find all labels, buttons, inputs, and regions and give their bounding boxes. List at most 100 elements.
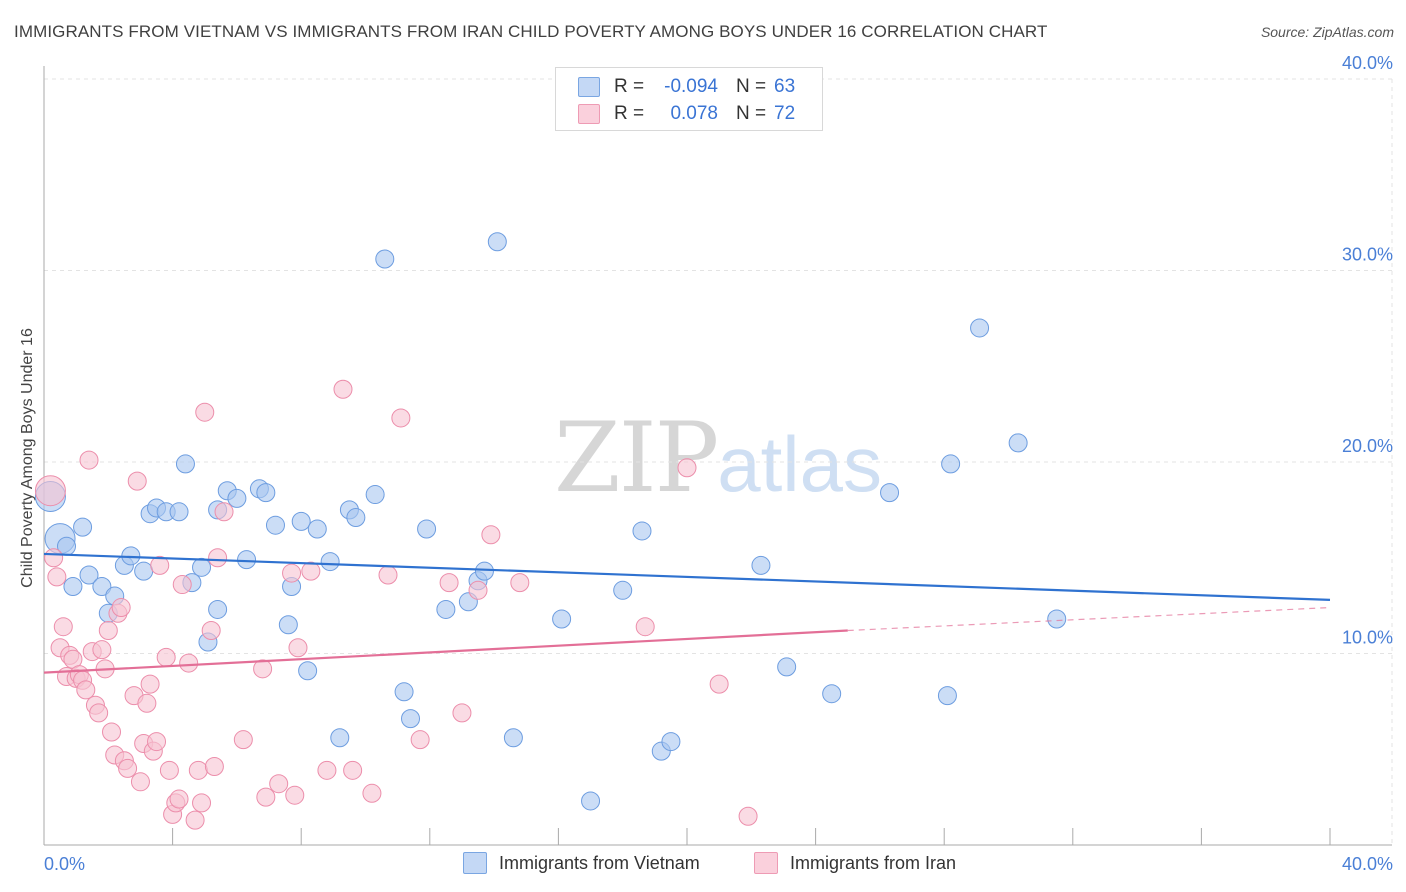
point-vietnam [192, 557, 212, 577]
point-iran [169, 789, 189, 809]
point-vietnam [487, 232, 507, 252]
point-vietnam [970, 318, 990, 338]
point-iran [89, 703, 109, 723]
point-iran [179, 653, 199, 673]
point-iran [130, 772, 150, 792]
point-iran [468, 580, 488, 600]
point-vietnam [298, 661, 318, 681]
point-vietnam [401, 709, 421, 729]
point-vietnam [417, 519, 437, 539]
point-iran [159, 760, 179, 780]
bottom-legend-label-vietnam: Immigrants from Vietnam [499, 852, 700, 873]
point-iran [269, 774, 289, 794]
point-iran [333, 379, 353, 399]
point-iran [111, 598, 131, 618]
trend-line-iran-extrapolated [847, 606, 1331, 632]
point-iran [282, 563, 302, 583]
point-vietnam [937, 686, 957, 706]
bottom-legend-swatch-iran [754, 852, 778, 874]
point-vietnam [79, 565, 99, 585]
y-tick-label: 10.0% [1342, 628, 1393, 648]
legend-r-label: R = [614, 103, 645, 124]
point-iran [208, 548, 228, 568]
point-iran [185, 810, 205, 830]
point-vietnam [237, 550, 257, 570]
point-iran [192, 793, 212, 813]
point-iran [53, 617, 73, 637]
point-iran [256, 787, 276, 807]
point-iran [439, 573, 459, 593]
x-tick-label: 0.0% [44, 854, 85, 874]
y-tick-label: 40.0% [1342, 53, 1393, 73]
point-iran [147, 732, 167, 752]
point-vietnam [751, 555, 771, 575]
watermark-atlas: atlas [717, 420, 882, 508]
watermark-zip: ZIP [554, 402, 719, 514]
point-iran [172, 575, 192, 595]
point-vietnam [474, 561, 494, 581]
legend-n-value: 63 [774, 76, 796, 97]
point-iran [195, 402, 215, 422]
point-iran [362, 783, 382, 803]
point-iran [635, 617, 655, 637]
point-vietnam [73, 517, 93, 537]
point-vietnam [227, 488, 247, 508]
point-iran [92, 640, 112, 660]
point-iran [410, 730, 430, 750]
legend-r-value: 0.078 [670, 103, 718, 124]
point-iran [188, 760, 208, 780]
point-iran [102, 722, 122, 742]
point-vietnam [169, 502, 189, 522]
point-vietnam [1047, 609, 1067, 629]
point-iran [253, 659, 273, 679]
point-iran [150, 555, 170, 575]
point-vietnam [307, 519, 327, 539]
point-iran [452, 703, 472, 723]
y-tick-label: 20.0% [1342, 436, 1393, 456]
point-vietnam [632, 521, 652, 541]
point-vietnam [581, 791, 601, 811]
point-iran [233, 730, 253, 750]
point-iran [481, 525, 501, 545]
point-vietnam [375, 249, 395, 269]
point-vietnam [346, 508, 366, 528]
trend-line-iran [43, 629, 848, 674]
point-iran [156, 647, 176, 667]
data-points [34, 232, 1067, 830]
point-vietnam [134, 561, 154, 581]
point-vietnam [503, 728, 523, 748]
point-vietnam [436, 599, 456, 619]
bottom-legend-iran: Immigrants from Iran [754, 852, 956, 874]
point-iran [47, 567, 67, 587]
point-iran [391, 408, 411, 428]
bottom-legend-vietnam: Immigrants from Vietnam [463, 852, 700, 874]
point-iran [34, 475, 66, 507]
point-iran [343, 760, 363, 780]
point-vietnam [330, 728, 350, 748]
point-vietnam [365, 485, 385, 505]
bottom-legend-swatch-vietnam [463, 852, 487, 874]
point-iran [709, 674, 729, 694]
axes [43, 66, 1392, 846]
tick-labels: 10.0% 20.0% 30.0% 40.0% 0.0% 40.0% [44, 53, 1393, 874]
stats-legend: R = -0.094 N = 63 R = 0.078 N = 72 [555, 67, 823, 131]
point-vietnam [613, 580, 633, 600]
point-iran [285, 785, 305, 805]
legend-swatch-iran [578, 104, 600, 124]
legend-n-label: N = [736, 76, 767, 97]
point-vietnam [822, 684, 842, 704]
bottom-legend-label-iran: Immigrants from Iran [790, 852, 957, 873]
point-iran [140, 674, 160, 694]
point-vietnam [291, 511, 311, 531]
legend-row-iran: R = 0.078 N = 72 [578, 102, 795, 126]
legend-swatch-vietnam [578, 77, 600, 97]
trend-line-vietnam [43, 552, 1331, 601]
point-vietnam [941, 454, 961, 474]
point-vietnam [777, 657, 797, 677]
point-vietnam [256, 483, 276, 503]
point-iran [378, 565, 398, 585]
point-vietnam [92, 576, 112, 596]
point-vietnam [661, 732, 681, 752]
point-iran [301, 561, 321, 581]
